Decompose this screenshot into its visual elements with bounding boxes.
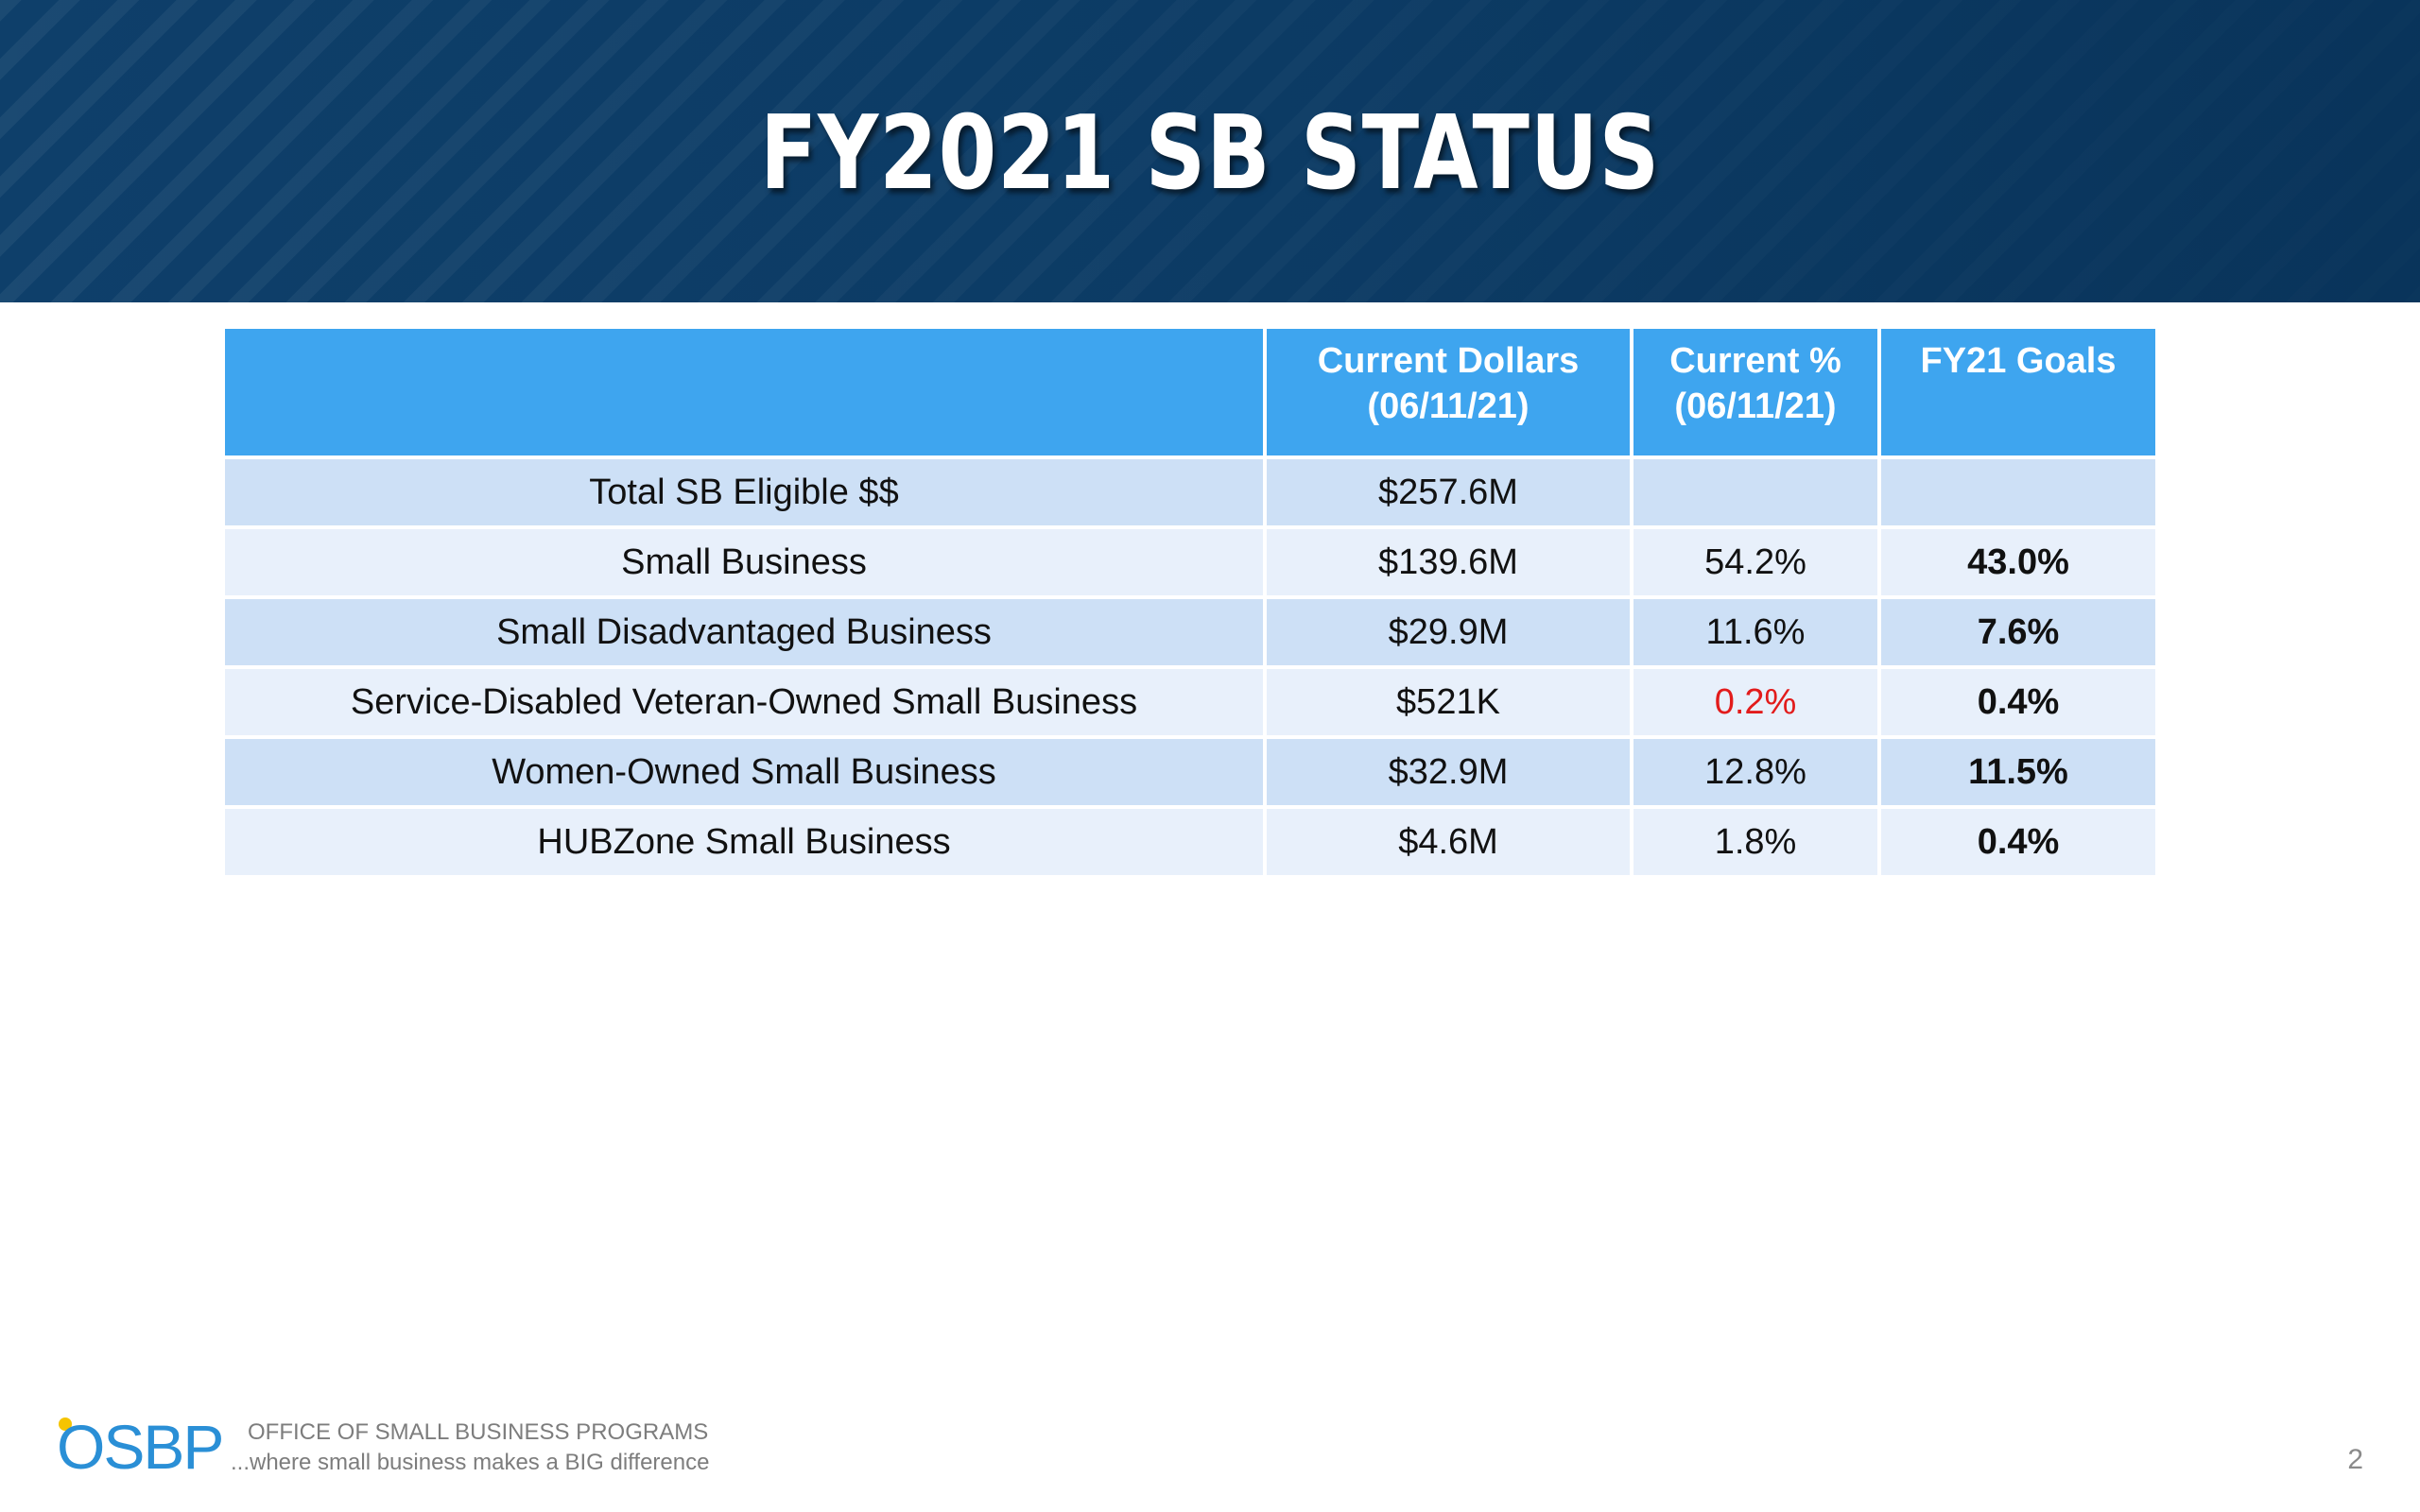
- logo-org-name: OFFICE OF SMALL BUSINESS PROGRAMS: [248, 1419, 709, 1445]
- row-percent: [1634, 455, 1877, 525]
- header-fy21-goals: FY21 Goals: [1881, 329, 2155, 455]
- row-goal: 0.4%: [1881, 805, 2155, 875]
- row-dollars: $521K: [1267, 665, 1630, 735]
- table-row: Total SB Eligible $$ $257.6M: [225, 455, 2155, 525]
- page-number: 2: [2347, 1444, 2363, 1475]
- row-percent-below-goal: 0.2%: [1634, 665, 1877, 735]
- table-row: Small Disadvantaged Business $29.9M 11.6…: [225, 595, 2155, 665]
- header-current-percent-line2: (06/11/21): [1674, 387, 1837, 426]
- row-category: Service-Disabled Veteran-Owned Small Bus…: [225, 665, 1263, 735]
- sb-status-table: Current Dollars (06/11/21) Current % (06…: [221, 329, 2159, 875]
- row-dollars: $29.9M: [1267, 595, 1630, 665]
- logo-tagline: ...where small business makes a BIG diff…: [231, 1450, 710, 1475]
- row-goal: 0.4%: [1881, 665, 2155, 735]
- row-dollars: $257.6M: [1267, 455, 1630, 525]
- row-percent: 54.2%: [1634, 525, 1877, 595]
- row-percent: 11.6%: [1634, 595, 1877, 665]
- table-header-row: Current Dollars (06/11/21) Current % (06…: [225, 329, 2155, 455]
- table-row: Small Business $139.6M 54.2% 43.0%: [225, 525, 2155, 595]
- row-dollars: $32.9M: [1267, 735, 1630, 805]
- row-category: HUBZone Small Business: [225, 805, 1263, 875]
- header-current-percent: Current % (06/11/21): [1634, 329, 1877, 455]
- header-current-dollars: Current Dollars (06/11/21): [1267, 329, 1630, 455]
- row-dollars: $4.6M: [1267, 805, 1630, 875]
- table-row: Service-Disabled Veteran-Owned Small Bus…: [225, 665, 2155, 735]
- slide-title: FY2021 SB STATUS: [759, 94, 1661, 213]
- logo-wordmark: OSBP: [57, 1412, 224, 1482]
- row-category: Total SB Eligible $$: [225, 455, 1263, 525]
- row-category: Women-Owned Small Business: [225, 735, 1263, 805]
- row-category: Small Business: [225, 525, 1263, 595]
- logo-sun-icon: [59, 1418, 72, 1431]
- row-category: Small Disadvantaged Business: [225, 595, 1263, 665]
- row-goal: [1881, 455, 2155, 525]
- row-percent: 12.8%: [1634, 735, 1877, 805]
- row-dollars: $139.6M: [1267, 525, 1630, 595]
- table-row: Women-Owned Small Business $32.9M 12.8% …: [225, 735, 2155, 805]
- osbp-logo: OSBP OFFICE OF SMALL BUSINESS PROGRAMS .…: [57, 1414, 718, 1480]
- header-fy21-goals-label: FY21 Goals: [1920, 341, 2117, 381]
- row-goal: 11.5%: [1881, 735, 2155, 805]
- title-banner: [0, 0, 2420, 302]
- row-goal: 7.6%: [1881, 595, 2155, 665]
- header-current-dollars-line1: Current Dollars: [1317, 341, 1580, 381]
- header-category: [225, 329, 1263, 455]
- table-row: HUBZone Small Business $4.6M 1.8% 0.4%: [225, 805, 2155, 875]
- header-current-percent-line1: Current %: [1669, 341, 1841, 381]
- header-current-dollars-line2: (06/11/21): [1367, 387, 1530, 426]
- row-percent: 1.8%: [1634, 805, 1877, 875]
- row-goal: 43.0%: [1881, 525, 2155, 595]
